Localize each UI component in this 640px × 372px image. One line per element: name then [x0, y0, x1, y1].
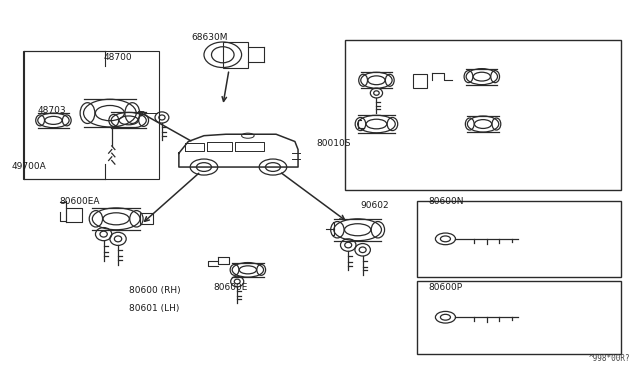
Text: 90602: 90602	[361, 201, 389, 209]
Text: 49700A: 49700A	[12, 162, 46, 171]
Bar	[223, 42, 248, 68]
Text: 80600 (RH): 80600 (RH)	[129, 286, 180, 295]
Bar	[22, 51, 159, 179]
Text: 80010S: 80010S	[317, 139, 351, 148]
Bar	[417, 201, 621, 277]
Text: 80600EA: 80600EA	[60, 197, 100, 206]
Text: 68630M: 68630M	[191, 33, 228, 42]
Text: 80600E: 80600E	[213, 283, 248, 292]
Text: 48703: 48703	[38, 106, 67, 115]
Bar	[417, 281, 621, 354]
Text: ^998*00R?: ^998*00R?	[589, 354, 630, 363]
Bar	[140, 214, 152, 224]
Text: 48700: 48700	[104, 53, 132, 62]
Text: 80601 (LH): 80601 (LH)	[129, 304, 179, 314]
Bar	[413, 74, 427, 87]
Text: 80600P: 80600P	[428, 283, 462, 292]
Text: 80600N: 80600N	[428, 197, 463, 206]
Bar	[345, 40, 621, 190]
